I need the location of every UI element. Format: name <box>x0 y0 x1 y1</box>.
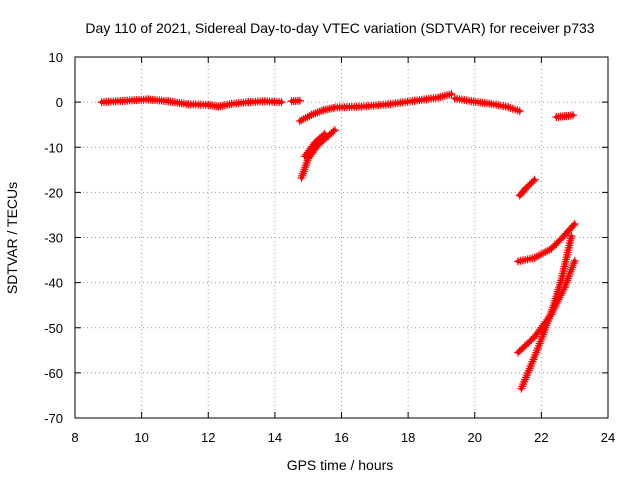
data-segment <box>97 95 236 111</box>
data-point <box>530 175 539 184</box>
y-tick-label: -40 <box>44 276 63 291</box>
data-point <box>552 239 561 248</box>
data-segment <box>227 97 286 108</box>
data-point <box>295 96 304 105</box>
chart-title: Day 110 of 2021, Sidereal Day-to-day VTE… <box>85 20 594 36</box>
data-point <box>570 219 579 228</box>
data-point <box>549 243 558 252</box>
data-point <box>309 110 318 119</box>
x-tick-label: 18 <box>401 430 415 445</box>
data-point <box>307 110 316 119</box>
x-tick-label: 12 <box>201 430 215 445</box>
y-tick-label: 10 <box>49 50 63 65</box>
x-tick-label: 16 <box>334 430 348 445</box>
data-point <box>277 98 286 107</box>
data-point <box>317 107 326 115</box>
data-segment <box>450 94 524 116</box>
y-tick-label: -30 <box>44 231 63 246</box>
data-point <box>315 107 324 116</box>
data-point <box>529 177 538 186</box>
tick-labels: 8 10 12 14 16 18 20 22 24 10 0 -10 -20 -30 -40 -50 -60 -7… <box>44 50 615 445</box>
y-axis-label: SDTVAR / TECUs <box>4 182 20 294</box>
data-segment <box>514 219 579 266</box>
data-point <box>447 90 456 99</box>
data-segment <box>515 175 539 200</box>
data-point <box>570 256 579 265</box>
x-tick-label: 20 <box>468 430 482 445</box>
data-point <box>569 221 578 230</box>
data-point <box>313 108 322 117</box>
data-point <box>319 131 328 140</box>
y-tick-label: -50 <box>44 321 63 336</box>
data-point <box>550 241 559 250</box>
data-point <box>557 234 566 243</box>
data-point <box>555 236 564 245</box>
data-segment <box>517 232 576 393</box>
data-segment <box>295 103 338 126</box>
y-tick-label: -10 <box>44 140 63 155</box>
y-tick-label: -70 <box>44 411 63 426</box>
y-tick-label: -60 <box>44 366 63 381</box>
data-segment <box>330 90 456 112</box>
data-point <box>329 127 338 136</box>
data-point <box>554 238 563 247</box>
x-tick-label: 24 <box>601 430 615 445</box>
y-tick-label: -20 <box>44 185 63 200</box>
data-point <box>305 111 314 120</box>
x-axis-label: GPS time / hours <box>287 457 394 473</box>
data-segment <box>297 126 339 182</box>
data-point <box>320 129 329 138</box>
data-point <box>515 107 524 116</box>
ticks <box>74 56 609 419</box>
data-point <box>547 244 556 253</box>
x-tick-label: 22 <box>534 430 548 445</box>
data-point <box>311 109 320 118</box>
data-point <box>569 111 578 120</box>
x-tick-label: 10 <box>134 430 148 445</box>
data-segment <box>552 111 578 122</box>
data-point <box>567 232 576 241</box>
data-points <box>97 90 579 393</box>
data-point <box>330 126 339 135</box>
y-tick-label: 0 <box>56 95 63 110</box>
data-segment <box>300 129 329 161</box>
data-segment <box>287 96 304 106</box>
x-tick-label: 14 <box>268 430 282 445</box>
x-tick-label: 8 <box>71 430 78 445</box>
